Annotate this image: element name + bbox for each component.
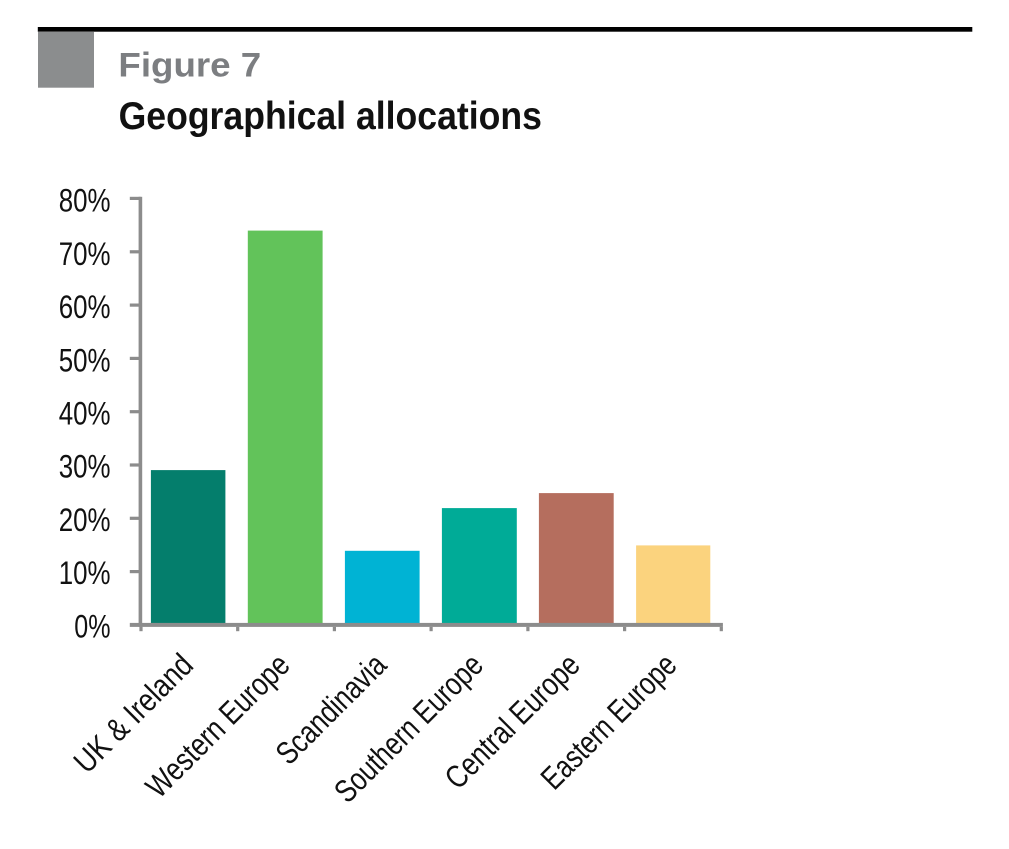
svg-text:70%: 70% <box>59 236 111 272</box>
svg-text:20%: 20% <box>59 502 111 538</box>
svg-text:30%: 30% <box>59 449 111 485</box>
svg-text:Figure 7: Figure 7 <box>118 47 261 85</box>
svg-text:50%: 50% <box>59 342 111 378</box>
svg-text:60%: 60% <box>59 289 111 325</box>
svg-text:Geographical allocations: Geographical allocations <box>119 95 542 138</box>
svg-text:80%: 80% <box>59 183 111 219</box>
svg-text:40%: 40% <box>59 396 111 432</box>
svg-text:0%: 0% <box>74 608 110 644</box>
svg-text:10%: 10% <box>59 555 111 591</box>
